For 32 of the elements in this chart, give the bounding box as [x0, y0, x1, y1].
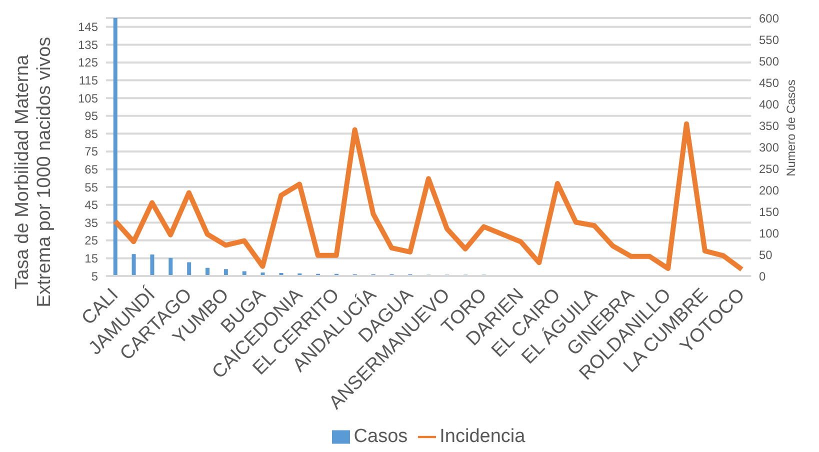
y2-tick-label: 100: [759, 226, 780, 240]
y-tick-label: 115: [78, 74, 98, 88]
y-tick-label: 125: [78, 56, 98, 70]
y2-axis-title: Numero de Casos: [784, 80, 798, 176]
y-tick-label: 135: [78, 38, 98, 52]
y2-tick-label: 400: [759, 97, 780, 112]
y-tick-label: 35: [84, 216, 98, 230]
legend-label: Incidencia: [440, 426, 526, 447]
y2-tick-label: 0: [759, 269, 766, 284]
y-tick-label: 75: [84, 144, 98, 159]
y-tick-label: 65: [84, 162, 98, 176]
y2-tick-label: 550: [759, 32, 780, 47]
y2-tick-label: 350: [759, 118, 780, 133]
y2-tick-label: 600: [759, 11, 780, 26]
y-axis-title: Tasa de Morbilidad Materna Extrema por 1000 nacidos vivos: [12, 36, 55, 308]
y-tick-label: 55: [84, 180, 98, 194]
y-tick-label: 145: [78, 20, 98, 34]
y-tick-label: 15: [84, 251, 98, 266]
y-tick-label: 85: [84, 126, 98, 141]
y2-tick-label: 50: [759, 248, 773, 262]
y-tick-label: 105: [78, 91, 98, 106]
y-tick-label: 95: [84, 109, 98, 124]
y2-tick-label: 250: [759, 162, 780, 176]
y-tick-label: 45: [84, 198, 98, 212]
y2-tick-label: 500: [759, 54, 780, 68]
y2-tick-label: 150: [759, 204, 780, 219]
y2-tick-label: 450: [759, 76, 780, 90]
y2-tick-label: 300: [759, 140, 780, 154]
y2-tick-label: 200: [759, 183, 780, 198]
y-tick-label: 5: [91, 269, 98, 284]
legend-label: Casos: [354, 426, 408, 447]
y-tick-label: 25: [84, 234, 98, 248]
